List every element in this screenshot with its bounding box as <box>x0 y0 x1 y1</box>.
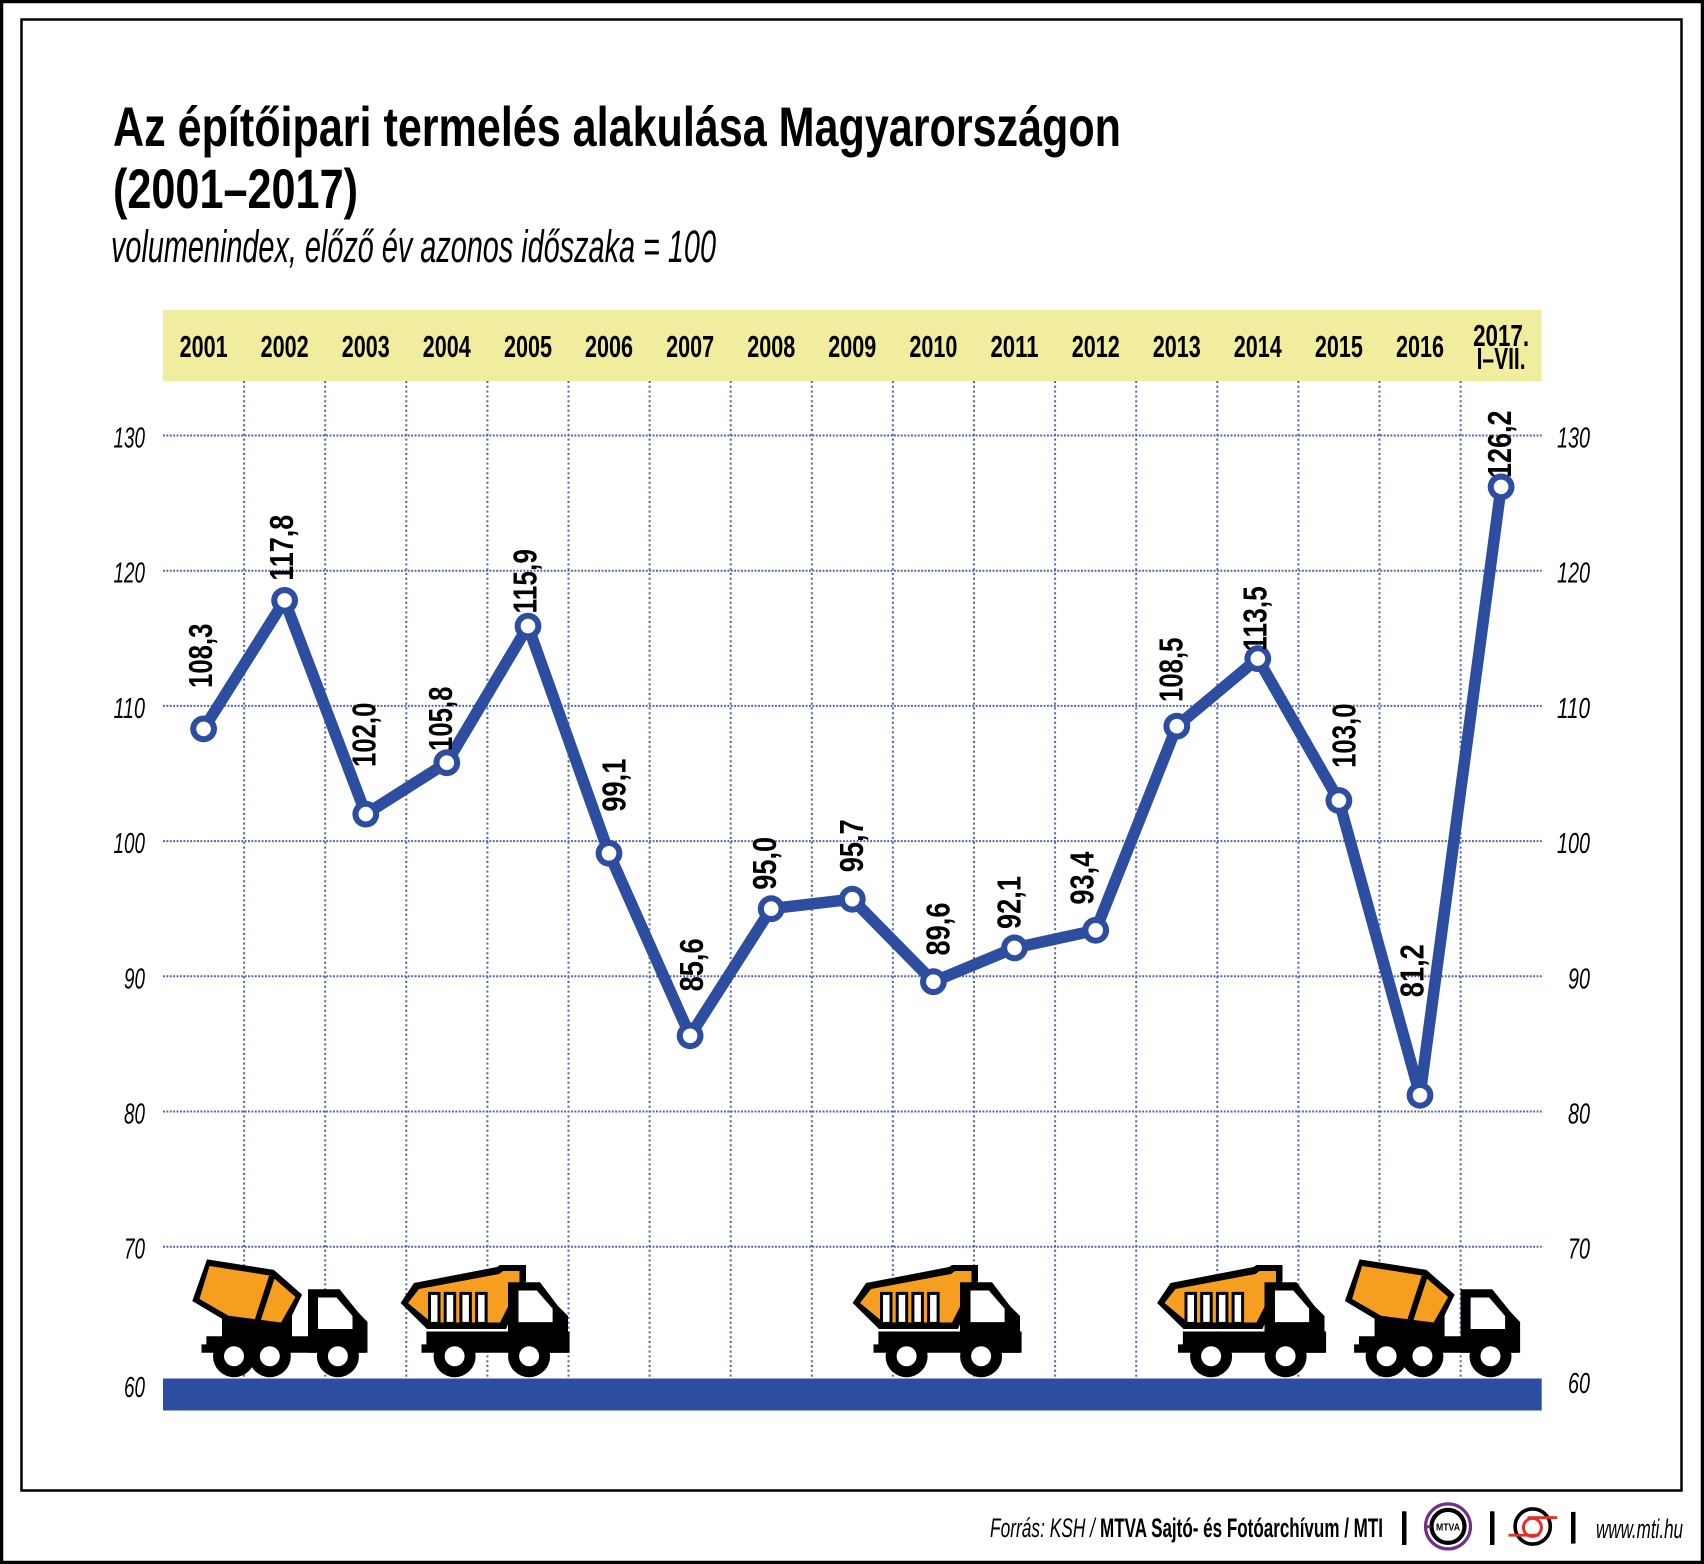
svg-text:2007: 2007 <box>666 329 714 364</box>
svg-text:70: 70 <box>1568 1234 1590 1266</box>
svg-text:100: 100 <box>1557 828 1590 860</box>
svg-text:2005: 2005 <box>504 329 552 364</box>
svg-text:120: 120 <box>1557 558 1590 590</box>
svg-text:117,8: 117,8 <box>263 515 300 581</box>
svg-text:100: 100 <box>114 828 146 860</box>
svg-text:80: 80 <box>124 1099 145 1131</box>
svg-text:2011: 2011 <box>991 329 1039 364</box>
svg-text:85,6: 85,6 <box>673 938 710 991</box>
svg-text:130: 130 <box>114 423 146 455</box>
svg-text:volumenindex, előző év azonos: volumenindex, előző év azonos időszaka =… <box>111 221 716 272</box>
svg-text:MTVA: MTVA <box>1436 1522 1460 1534</box>
svg-text:2002: 2002 <box>261 329 309 364</box>
svg-text:93,4: 93,4 <box>1064 851 1101 905</box>
svg-text:60: 60 <box>124 1372 145 1404</box>
svg-text:2017.: 2017. <box>1473 318 1529 353</box>
svg-text:70: 70 <box>124 1234 145 1266</box>
svg-text:MTVA Sajtó- és Fotóarchívum /: MTVA Sajtó- és Fotóarchívum / MTI <box>1100 1513 1383 1543</box>
svg-text:81,2: 81,2 <box>1393 944 1430 997</box>
svg-text:95,7: 95,7 <box>833 819 870 872</box>
svg-text:2010: 2010 <box>909 329 957 364</box>
svg-text:110: 110 <box>1557 693 1590 725</box>
svg-text:2001: 2001 <box>180 329 228 364</box>
svg-text:2014: 2014 <box>1234 329 1283 364</box>
svg-text:110: 110 <box>114 693 146 725</box>
svg-text:90: 90 <box>124 963 145 995</box>
svg-text:108,3: 108,3 <box>182 624 219 689</box>
svg-text:60: 60 <box>1568 1368 1590 1400</box>
svg-text:113,5: 113,5 <box>1236 586 1273 651</box>
svg-text:126,2: 126,2 <box>1481 411 1518 479</box>
svg-text:2004: 2004 <box>423 329 472 364</box>
svg-text:115,9: 115,9 <box>507 549 544 614</box>
svg-text:130: 130 <box>1557 423 1590 455</box>
svg-text:120: 120 <box>114 558 146 590</box>
svg-text:Az építőipari termelés alakulá: Az építőipari termelés alakulása Magyaro… <box>113 95 1121 158</box>
svg-text:(2001–2017): (2001–2017) <box>113 157 358 220</box>
svg-text:2016: 2016 <box>1396 329 1444 364</box>
svg-text:Forrás: KSH /: Forrás: KSH / <box>990 1513 1097 1543</box>
svg-text:89,6: 89,6 <box>920 903 957 956</box>
svg-text:2015: 2015 <box>1315 329 1363 364</box>
svg-text:95,0: 95,0 <box>746 837 783 890</box>
svg-text:108,5: 108,5 <box>1153 638 1190 703</box>
svg-text:2009: 2009 <box>828 329 876 364</box>
svg-text:2008: 2008 <box>747 329 795 364</box>
svg-text:102,0: 102,0 <box>346 703 383 768</box>
svg-text:2003: 2003 <box>342 329 390 364</box>
svg-text:80: 80 <box>1568 1099 1590 1131</box>
svg-text:92,1: 92,1 <box>990 876 1027 929</box>
svg-text:2006: 2006 <box>585 329 633 364</box>
svg-text:I–VII.: I–VII. <box>1477 341 1526 376</box>
svg-text:99,1: 99,1 <box>596 759 633 812</box>
svg-text:2013: 2013 <box>1153 329 1201 364</box>
svg-text:103,0: 103,0 <box>1326 703 1363 768</box>
svg-text:90: 90 <box>1568 963 1590 995</box>
svg-text:105,8: 105,8 <box>422 687 459 752</box>
svg-text:www.mti.hu: www.mti.hu <box>1596 1514 1683 1544</box>
svg-text:2012: 2012 <box>1072 329 1120 364</box>
